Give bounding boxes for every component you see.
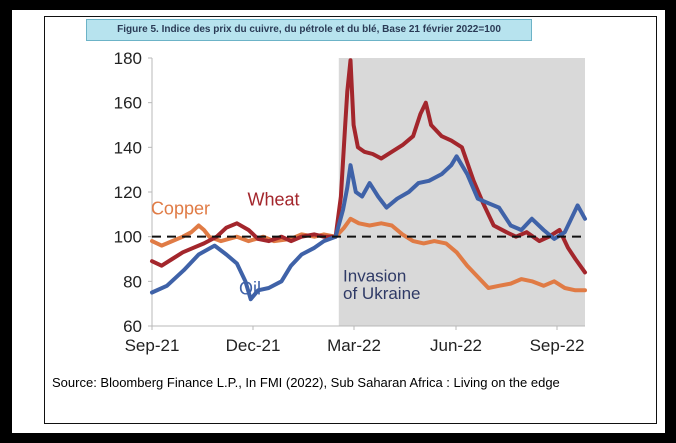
x-tick-label: Sep-21 [125,336,180,355]
series-label-oil: Oil [239,279,261,299]
annotation-1: of Ukraine [343,284,420,303]
y-tick-label: 60 [123,317,142,336]
series-line-wheat [150,58,587,275]
x-tick-label: Jun-22 [430,336,482,355]
series-label-wheat: Wheat [248,189,300,209]
source-note: Source: Bloomberg Finance L.P., In FMI (… [52,375,560,390]
y-tick-label: 80 [123,272,142,291]
y-tick-label: 180 [114,49,142,68]
y-tick-label: 100 [114,228,142,247]
series-line-copper [150,216,587,293]
figure-title: Figure 5. Indice des prix du cuivre, du … [86,19,532,41]
x-tick-label: Dec-21 [226,336,281,355]
x-tick-label: Sep-22 [530,336,585,355]
y-tick-label: 140 [114,138,142,157]
shaded-region [338,58,585,326]
y-tick-label: 120 [114,183,142,202]
x-tick-label: Mar-22 [327,336,381,355]
y-tick-label: 160 [114,94,142,113]
annotation-0: Invasion [343,266,406,285]
series-label-copper: Copper [151,198,210,218]
series-line-oil [150,154,587,302]
